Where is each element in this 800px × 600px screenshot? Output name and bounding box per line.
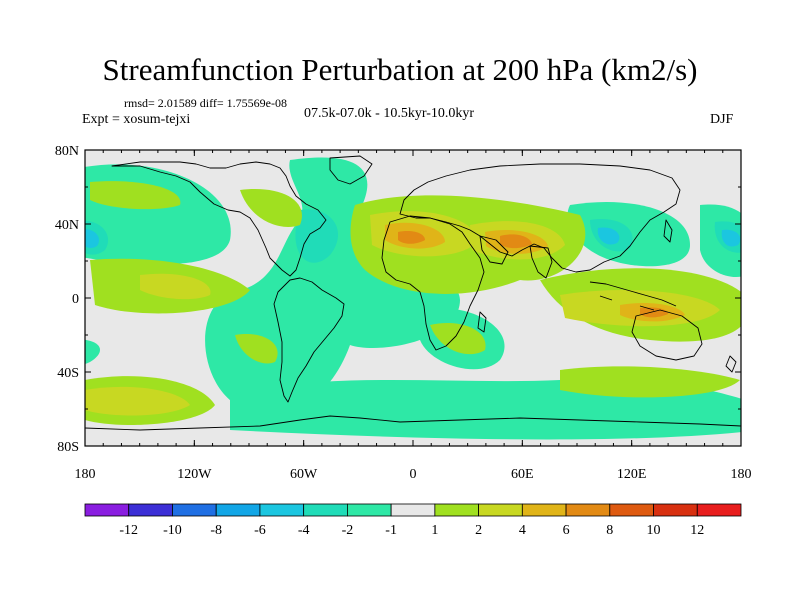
season-label: DJF <box>710 112 734 127</box>
pos-field-arctic <box>90 181 181 210</box>
y-tick-label: 0 <box>72 292 79 307</box>
neg-core-npacific <box>85 229 99 248</box>
pos-hot-asia <box>500 234 532 249</box>
neg-core-asia <box>597 227 620 245</box>
coast-nz <box>725 355 737 373</box>
pos-mid-npacific <box>140 273 211 300</box>
colorbar-swatch <box>259 503 305 517</box>
colorbar-swatch <box>565 503 611 517</box>
colorbar: -12 -10 -8 -6 -4 -2 -1 1 2 4 6 8 10 12 <box>84 503 742 538</box>
colorbar-swatch <box>521 503 567 517</box>
colorbar-label: -12 <box>119 523 138 538</box>
colorbar-swatch <box>346 503 392 517</box>
coast-north-america <box>111 161 327 277</box>
colorbar-swatch <box>390 503 436 517</box>
colorbar-label: 1 <box>431 523 438 538</box>
colorbar-swatch <box>84 503 130 517</box>
coast-japan <box>663 219 673 243</box>
colorbar-swatch <box>478 503 523 517</box>
pos-field-indian-south <box>560 366 740 398</box>
neg-core-epacific <box>721 229 741 247</box>
period-label: 07.5k-07.0k - 10.5kyr-10.0kyr <box>304 106 475 121</box>
axis-ticks <box>84 149 742 447</box>
x-tick-label: 60E <box>511 467 534 482</box>
axis-labels: 80N 40N 0 40S 80S 180 120W 60W 0 60E 120E 180 <box>55 144 752 482</box>
colorbar-label: 10 <box>647 523 661 538</box>
coastlines <box>85 155 741 431</box>
colorbar-label: -10 <box>163 523 182 538</box>
pos-field-namerica <box>240 189 302 227</box>
colorbar-swatch <box>609 503 654 517</box>
pos-field-safrica <box>430 322 486 355</box>
colorbar-label: -2 <box>342 523 354 538</box>
colorbar-swatch <box>434 503 480 517</box>
coast-maritime <box>589 281 677 311</box>
pos-field-samerica <box>235 334 278 364</box>
neg-field-swpacific <box>85 339 100 364</box>
colorbar-label: -4 <box>298 523 310 538</box>
neg-mid-atlantic <box>295 209 339 263</box>
colorbar-swatch <box>172 503 217 517</box>
coast-arabia <box>479 235 509 265</box>
contour-fields <box>85 157 741 440</box>
colorbar-label: -6 <box>254 523 266 538</box>
colorbar-swatch <box>303 503 348 517</box>
colorbar-swatch <box>653 503 698 517</box>
colorbar-label: 12 <box>690 523 704 538</box>
y-tick-label: 80S <box>57 440 79 455</box>
colorbar-swatch <box>215 503 261 517</box>
coast-south-america <box>273 277 345 403</box>
coast-antarctica <box>85 415 741 431</box>
y-tick-label: 40S <box>57 366 79 381</box>
colorbar-label: 2 <box>475 523 482 538</box>
coast-australia <box>631 309 703 361</box>
x-tick-label: 120E <box>617 467 647 482</box>
stats-text: rmsd= 2.01589 diff= 1.75569e-08 <box>124 96 287 110</box>
colorbar-swatch <box>128 503 173 517</box>
colorbar-label: -1 <box>385 523 397 538</box>
coast-madagascar <box>477 311 487 333</box>
colorbar-label: 6 <box>563 523 570 538</box>
x-tick-label: 180 <box>75 467 96 482</box>
coast-india <box>529 245 553 279</box>
x-tick-label: 0 <box>410 467 417 482</box>
pos-hot-nafrica <box>398 230 425 244</box>
experiment-label: Expt = xosum-tejxi <box>82 112 191 127</box>
y-tick-label: 80N <box>55 144 79 159</box>
colorbar-swatch <box>696 503 742 517</box>
coast-greenland <box>329 155 373 185</box>
pos-mid-spacific <box>85 386 190 416</box>
coast-africa <box>381 215 485 351</box>
colorbar-label: 8 <box>606 523 613 538</box>
chart-title: Streamfunction Perturbation at 200 hPa (… <box>102 52 698 87</box>
x-tick-label: 60W <box>290 467 318 482</box>
colorbar-label: -8 <box>210 523 222 538</box>
y-tick-label: 40N <box>55 218 79 233</box>
x-tick-label: 120W <box>177 467 212 482</box>
colorbar-label: 4 <box>519 523 526 538</box>
x-tick-label: 180 <box>731 467 752 482</box>
